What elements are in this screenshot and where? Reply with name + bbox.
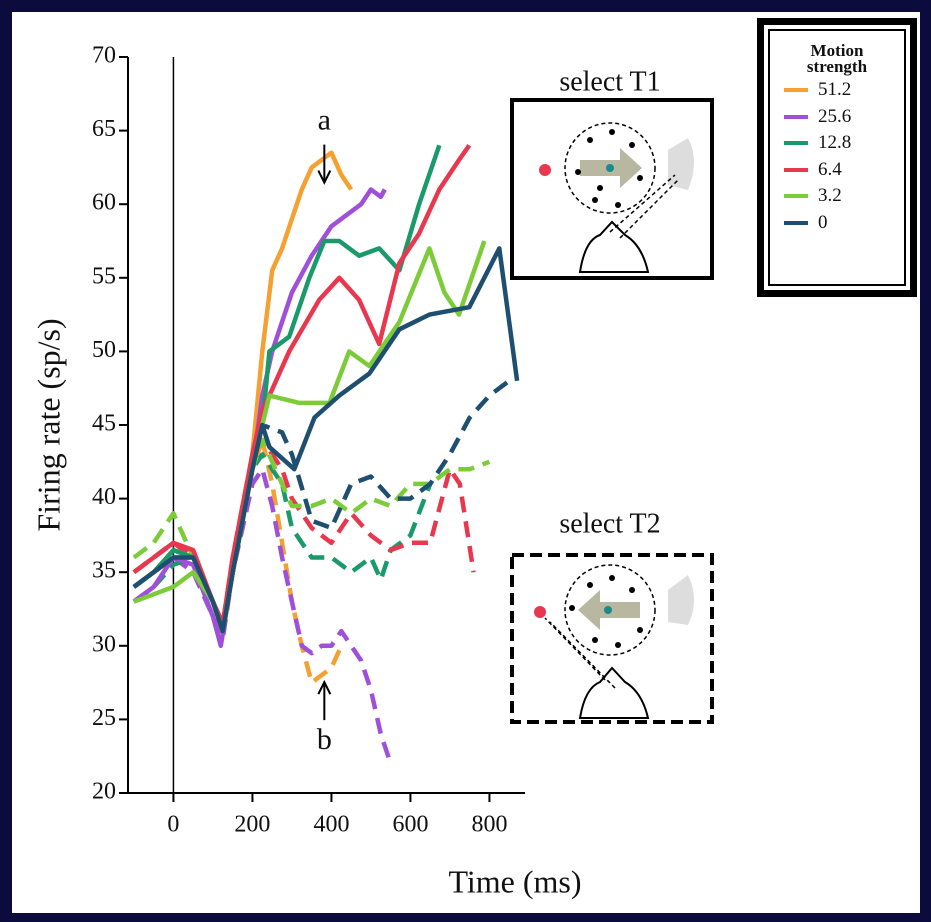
fixation: [604, 606, 612, 614]
legend-swatch: [784, 88, 808, 92]
target: [539, 164, 551, 176]
solid-line: [133, 240, 487, 634]
dashed-line: [132, 437, 476, 626]
y-tick-label: 40: [92, 484, 116, 510]
legend-title: Motion strength: [806, 41, 868, 76]
dashed-line: [132, 437, 491, 634]
x-tick-label: 200: [234, 812, 270, 838]
dashed-line: [132, 378, 511, 634]
y-tick-label: 20: [92, 779, 116, 805]
x-tick-label: 600: [392, 812, 428, 838]
legend-frame: Motion strength 51.2 25.6 12.8 6.4 3.2 0: [768, 29, 906, 286]
y-tick-label: 70: [92, 43, 116, 69]
annotation-label: b: [317, 723, 332, 756]
y-tick-label: 25: [92, 705, 116, 731]
arrow-head: [317, 679, 332, 695]
solid-line: [132, 246, 520, 634]
x-axis-label: Time (ms): [448, 863, 581, 899]
y-tick-label: 35: [92, 558, 116, 584]
gaze-lines: [609, 174, 679, 239]
y-tick-label: 55: [92, 263, 116, 289]
aperture: [564, 564, 656, 656]
x-tick-label: 0: [167, 812, 179, 838]
legend-swatch: [784, 114, 808, 119]
y-axis-label: Firing rate (sp/s): [30, 318, 66, 531]
monkey-head: [578, 666, 650, 719]
dots: [569, 575, 643, 648]
legend: Motion strength 51.2 25.6 12.8 6.4 3.2 0: [757, 18, 917, 297]
x-tick-label: 800: [471, 812, 507, 838]
legend-swatch: [784, 167, 808, 172]
gaze-lines: [544, 617, 616, 689]
y-tick-label: 60: [92, 190, 116, 216]
y-tick-label: 65: [92, 116, 116, 142]
y-tick-label: 45: [92, 411, 116, 437]
inset-select-t2: [510, 553, 714, 724]
x-tick-label: 400: [313, 812, 349, 838]
legend-swatch: [784, 220, 808, 225]
dots: [575, 129, 643, 208]
legend-swatch: [784, 194, 808, 198]
solid-line: [132, 144, 472, 626]
inset-select-t1: [510, 98, 714, 280]
y-tick-label: 30: [92, 631, 116, 657]
y-tick-label: 50: [92, 337, 116, 363]
aperture: [564, 122, 656, 214]
monkey-head: [578, 220, 650, 273]
target: [534, 606, 546, 618]
response-field: [668, 138, 694, 190]
annotation-label: a: [318, 103, 331, 136]
panel-title: select T1: [559, 66, 660, 97]
legend-swatch: [784, 141, 808, 145]
fixation: [606, 164, 614, 172]
legend-label: 3.2: [818, 185, 842, 206]
panel-title: select T2: [559, 508, 660, 539]
legend-label: 51.2: [818, 79, 852, 100]
legend-label: 0: [818, 211, 828, 233]
legend-label: 25.6: [818, 105, 852, 127]
legend-label: 12.8: [818, 132, 852, 153]
arrow-head: [317, 170, 332, 185]
response-field: [668, 575, 694, 625]
legend-label: 6.4: [818, 158, 842, 180]
dashed-line: [132, 466, 393, 765]
